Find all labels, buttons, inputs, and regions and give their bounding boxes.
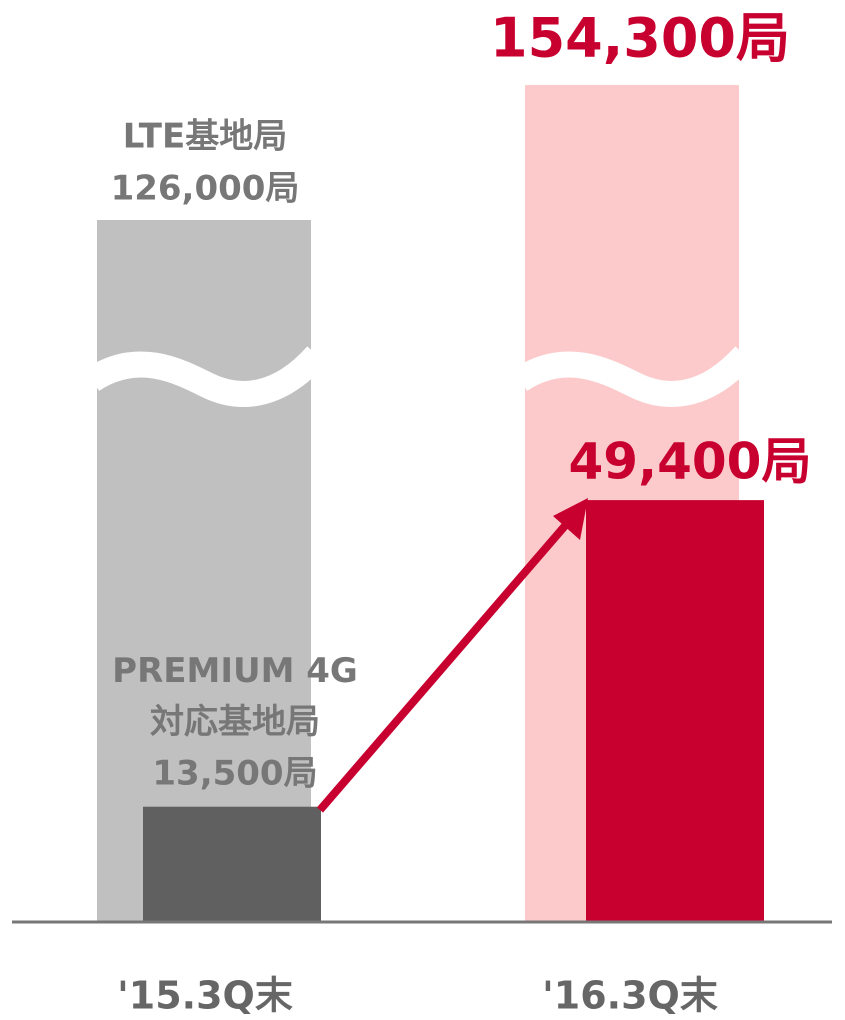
series-label: LTE基地局 bbox=[123, 117, 287, 157]
x-tick-label: '16.3Q末 bbox=[542, 974, 718, 1018]
value-label: 49,400局 bbox=[569, 433, 812, 491]
arrow bbox=[316, 517, 574, 813]
value-label: 154,300局 bbox=[490, 7, 790, 70]
bar bbox=[143, 806, 321, 922]
axis-break bbox=[512, 346, 755, 407]
series-label: PREMIUM 4G 対応基地局 bbox=[112, 651, 358, 742]
value-label: 13,500局 bbox=[152, 754, 317, 794]
arrow-head bbox=[553, 498, 588, 540]
bar bbox=[586, 500, 764, 922]
x-tick-label: '15.3Q末 bbox=[117, 974, 293, 1018]
axis-break bbox=[84, 346, 327, 407]
bar bbox=[97, 219, 311, 923]
value-label: 126,000局 bbox=[111, 169, 300, 209]
